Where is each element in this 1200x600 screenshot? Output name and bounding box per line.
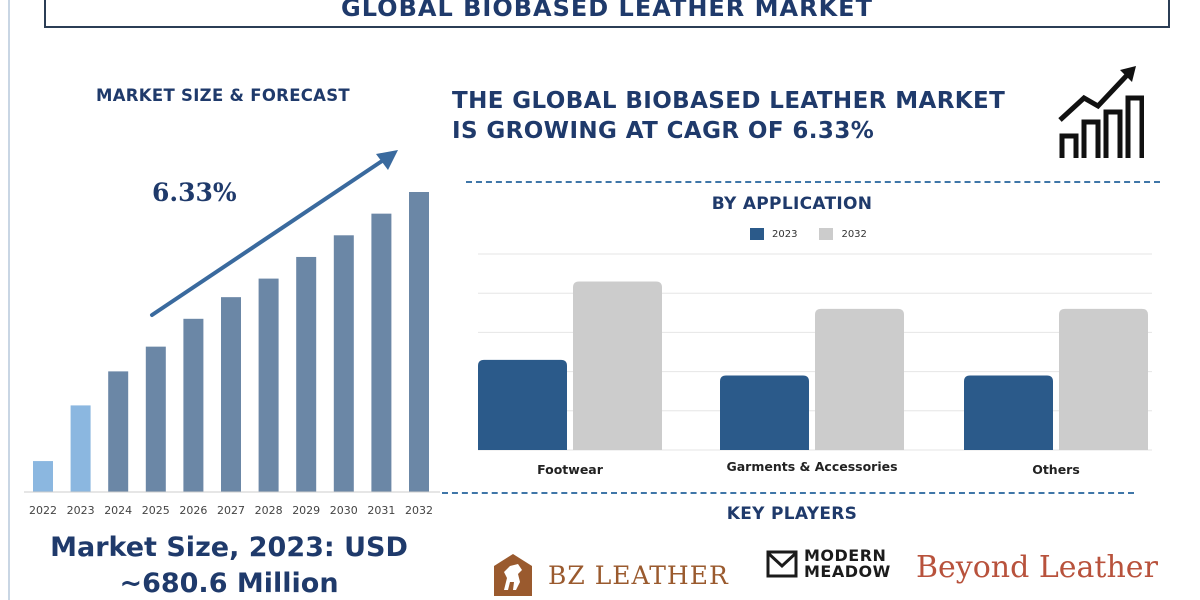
headline-line-1: THE GLOBAL BIOBASED LEATHER MARKET xyxy=(452,88,1006,114)
forecast-tick-2028: 2028 xyxy=(255,504,283,517)
market-size-line-2: ~680.6 Million xyxy=(119,568,339,599)
forecast-bar-2024 xyxy=(108,371,129,492)
app-bar-garments-accessories-2023 xyxy=(720,375,809,450)
modern-meadow-line-2: MEADOW xyxy=(804,562,891,581)
headline-line-2: IS GROWING AT CAGR OF 6.33% xyxy=(452,118,875,144)
forecast-bar-2030 xyxy=(333,235,354,493)
app-bar-others-2032 xyxy=(1059,308,1148,450)
application-legend: 2023 2032 xyxy=(750,228,867,240)
forecast-bar-2031 xyxy=(371,213,392,492)
app-bar-others-2023 xyxy=(964,375,1053,450)
legend-label-2023: 2023 xyxy=(772,228,798,240)
application-bar-chart: Footwear Garments & Accessories Others xyxy=(478,253,1152,477)
forecast-bar-chart: 2022 2023 2024 2025 2026 2027 2028 2029 2030 2031… xyxy=(24,150,440,517)
forecast-tick-2024: 2024 xyxy=(104,504,132,517)
forecast-bar-2028 xyxy=(258,278,279,492)
horse-emblem-icon xyxy=(494,554,532,596)
forecast-bar-2023 xyxy=(70,405,91,492)
modern-meadow-logo: MODERN MEADOW xyxy=(766,548,891,580)
forecast-tick-2025: 2025 xyxy=(142,504,170,517)
app-category-label-others: Others xyxy=(1032,462,1080,477)
forecast-tick-2023: 2023 xyxy=(67,504,95,517)
forecast-bar-2029 xyxy=(296,256,317,492)
application-heading: BY APPLICATION xyxy=(711,194,873,214)
forecast-bar-2032 xyxy=(409,192,429,492)
page-title: GLOBAL BIOBASED LEATHER MARKET xyxy=(341,0,873,22)
app-bar-garments-accessories-2032 xyxy=(815,308,904,450)
forecast-tick-2026: 2026 xyxy=(179,504,207,517)
divider-bottom xyxy=(442,492,1134,494)
legend-swatch-2023 xyxy=(750,228,764,240)
forecast-tick-2031: 2031 xyxy=(367,504,395,517)
modern-meadow-line-1: MODERN xyxy=(804,546,887,565)
app-category-label-footwear: Footwear xyxy=(537,462,604,477)
legend-swatch-2032 xyxy=(819,228,834,240)
legend-label-2032: 2032 xyxy=(841,228,867,240)
bz-leather-text: BZ LEATHER xyxy=(548,560,729,590)
app-bar-footwear-2032 xyxy=(573,281,662,450)
growth-arrow xyxy=(150,150,398,317)
divider-top xyxy=(466,181,1160,183)
beyond-leather-logo: Beyond Leather xyxy=(916,550,1158,585)
key-players-heading: KEY PLAYERS xyxy=(726,504,858,524)
forecast-tick-2022: 2022 xyxy=(29,504,57,517)
market-size-line-1: Market Size, 2023: USD xyxy=(50,532,408,563)
forecast-tick-2030: 2030 xyxy=(330,504,358,517)
envelope-mark-icon xyxy=(766,550,798,578)
cagr-headline: THE GLOBAL BIOBASED LEATHER MARKET IS GR… xyxy=(452,86,1005,146)
forecast-tick-2027: 2027 xyxy=(217,504,245,517)
market-size-heading: MARKET SIZE & FORECAST xyxy=(96,86,350,105)
bz-leather-logo: BZ LEATHER xyxy=(490,552,729,598)
forecast-bar-2022 xyxy=(33,461,53,492)
title-banner: GLOBAL BIOBASED LEATHER MARKET xyxy=(44,0,1170,28)
forecast-bar-2026 xyxy=(183,318,204,492)
market-size-callout: Market Size, 2023: USD ~680.6 Million xyxy=(20,530,438,600)
legend-item-2032: 2032 xyxy=(819,228,867,240)
cagr-annotation: 6.33% xyxy=(152,178,237,207)
forecast-bar-2025 xyxy=(145,346,166,492)
forecast-tick-2029: 2029 xyxy=(292,504,320,517)
forecast-bar-2027 xyxy=(221,297,241,492)
legend-item-2023: 2023 xyxy=(750,228,797,240)
app-bar-footwear-2023 xyxy=(478,359,567,450)
left-border xyxy=(8,0,10,600)
app-category-label-garments-accessories: Garments & Accessories xyxy=(726,459,897,474)
forecast-tick-2032: 2032 xyxy=(405,504,433,517)
growth-chart-icon xyxy=(1058,66,1144,158)
